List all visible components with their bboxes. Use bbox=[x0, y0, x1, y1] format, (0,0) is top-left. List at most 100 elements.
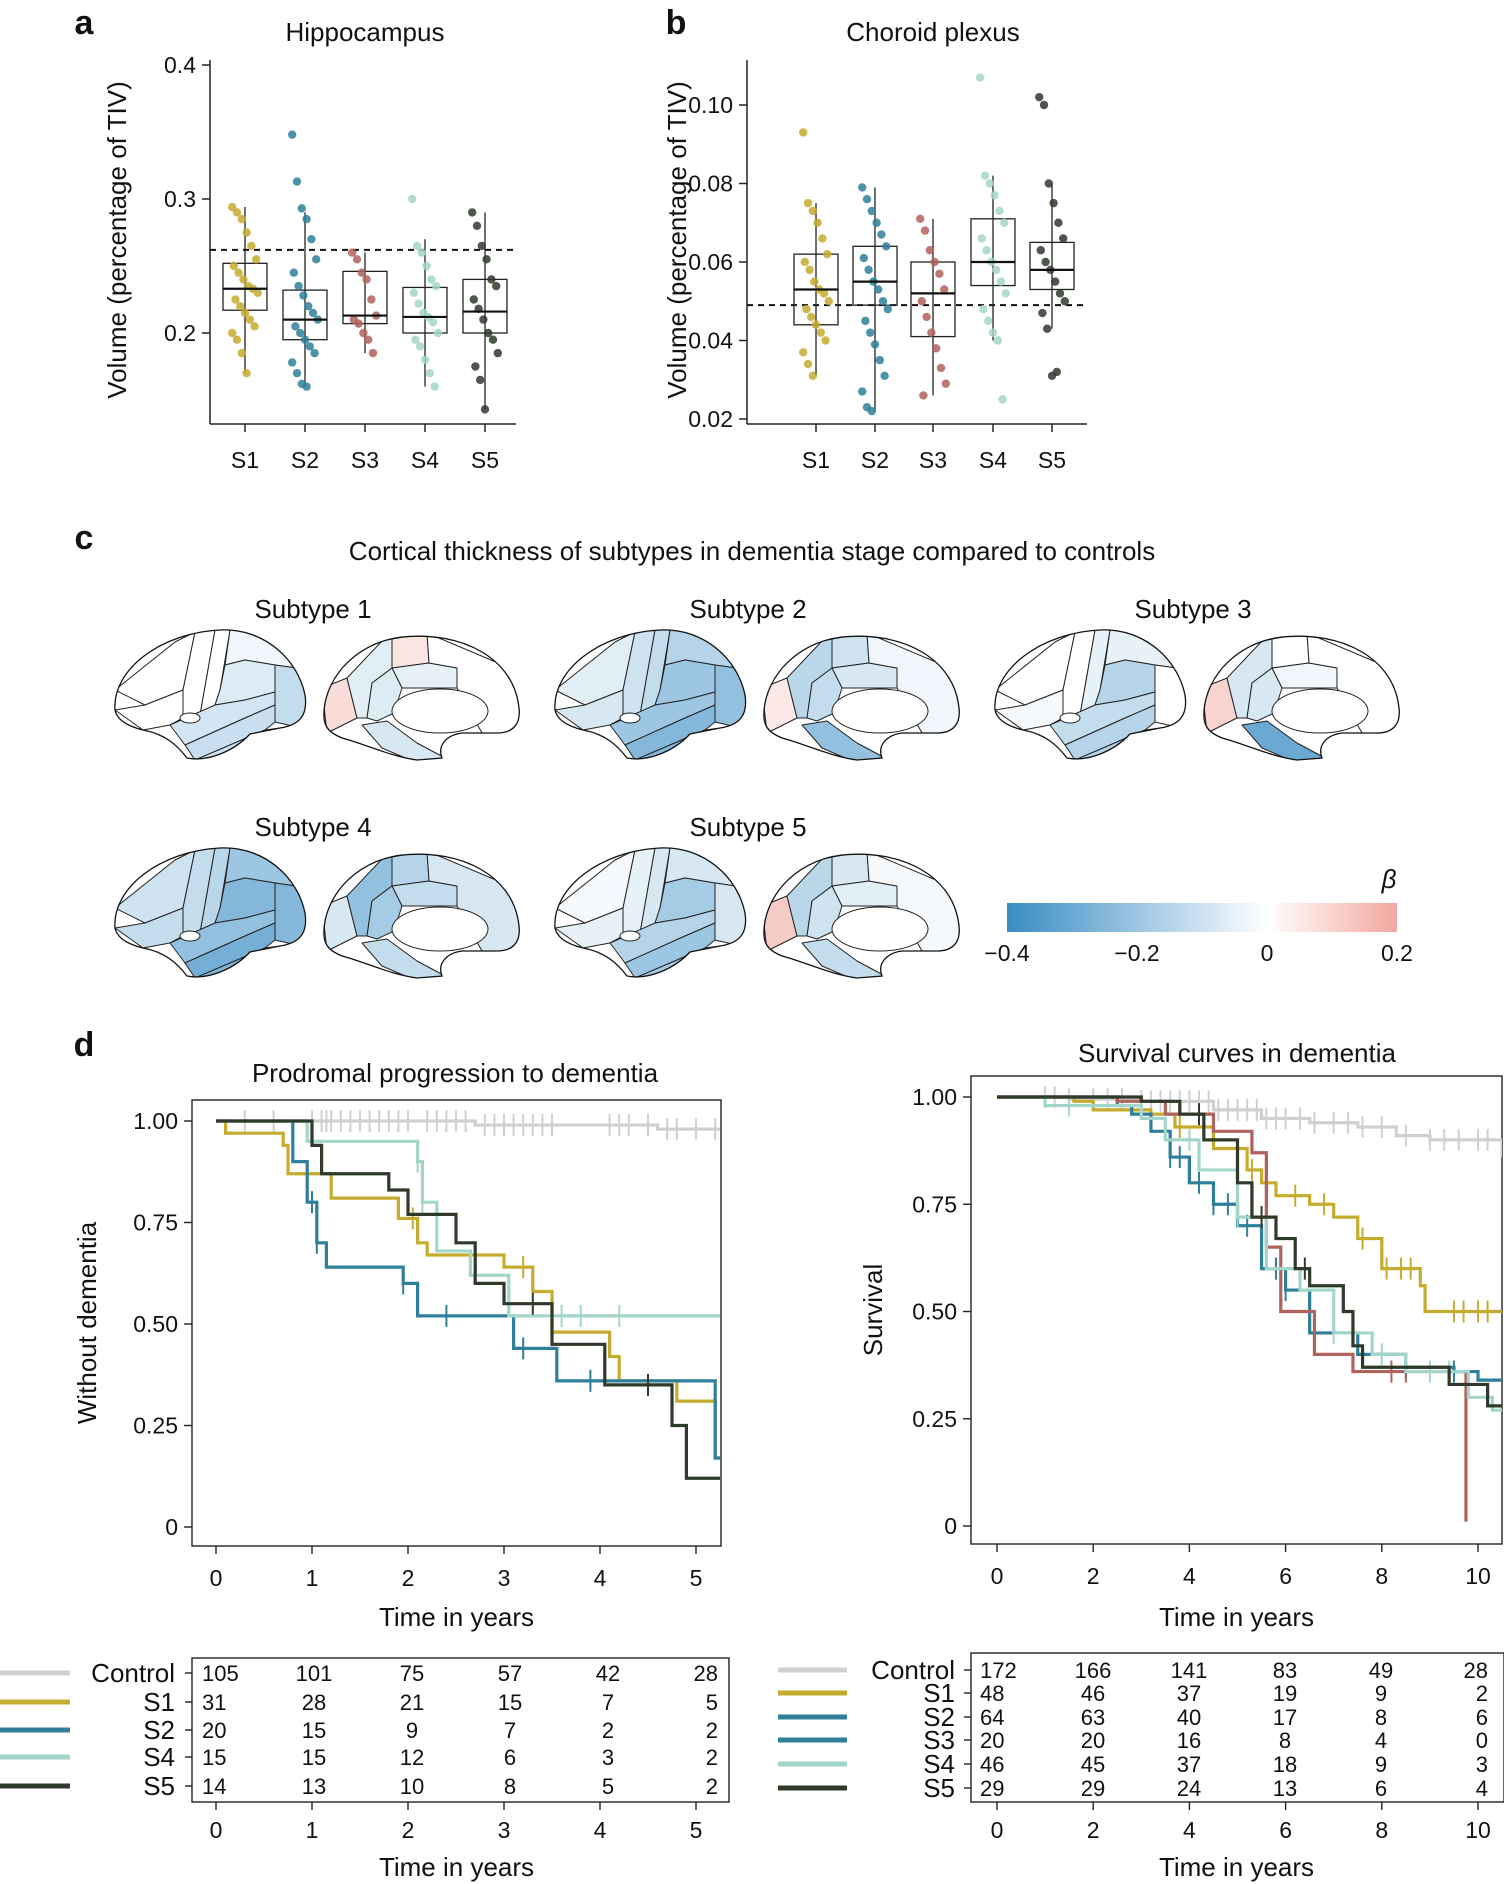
risk-x-tick-label: 4 bbox=[1183, 1817, 1196, 1843]
risk-count: 166 bbox=[1075, 1658, 1112, 1683]
data-point bbox=[993, 336, 1002, 345]
risk-count: 105 bbox=[202, 1661, 239, 1686]
survival-curve-s1 bbox=[997, 1095, 1502, 1314]
data-point bbox=[927, 328, 936, 337]
data-point bbox=[977, 234, 986, 243]
risk-count: 9 bbox=[406, 1718, 418, 1743]
data-point bbox=[800, 257, 809, 267]
data-point bbox=[872, 218, 881, 227]
data-point bbox=[231, 295, 240, 304]
risk-count: 18 bbox=[1273, 1752, 1297, 1777]
data-point bbox=[252, 255, 261, 264]
data-point bbox=[877, 230, 886, 239]
risk-count: 5 bbox=[602, 1774, 614, 1799]
data-point bbox=[1043, 324, 1052, 333]
data-point bbox=[940, 285, 949, 294]
brain-outline bbox=[114, 629, 307, 760]
risk-x-tick-label: 0 bbox=[210, 1817, 223, 1843]
data-point bbox=[996, 277, 1006, 286]
y-tick-label: 0.50 bbox=[133, 1311, 178, 1337]
data-point bbox=[472, 221, 482, 230]
data-point bbox=[861, 316, 870, 326]
risk-count: 29 bbox=[1081, 1776, 1105, 1801]
data-point bbox=[982, 246, 991, 255]
data-point bbox=[432, 281, 441, 291]
brain-regions bbox=[763, 636, 960, 760]
chart-title: Hippocampus bbox=[286, 17, 445, 47]
risk-count: 6 bbox=[1476, 1705, 1488, 1730]
data-point bbox=[240, 308, 250, 318]
risk-x-tick-label: 8 bbox=[1375, 1817, 1388, 1843]
data-point bbox=[984, 316, 993, 326]
brain-lateral-view bbox=[554, 629, 747, 760]
risk-count: 8 bbox=[504, 1774, 516, 1799]
y-tick-label: 0.4 bbox=[164, 52, 196, 78]
y-tick-label: 0.2 bbox=[164, 320, 196, 346]
x-tick-label: S2 bbox=[861, 447, 889, 473]
brain-regions bbox=[114, 629, 306, 759]
data-point bbox=[357, 268, 366, 277]
brain-outline bbox=[994, 629, 1187, 760]
risk-x-axis-label: Time in years bbox=[1159, 1852, 1314, 1882]
y-tick-label: 0.06 bbox=[688, 249, 733, 275]
x-tick-label: S2 bbox=[291, 447, 319, 473]
subtype-title: Subtype 3 bbox=[1134, 594, 1251, 624]
data-point bbox=[482, 255, 491, 264]
data-point bbox=[808, 206, 817, 216]
box bbox=[1029, 241, 1075, 291]
data-point bbox=[922, 312, 931, 322]
data-point bbox=[307, 235, 316, 244]
x-tick-label: 4 bbox=[1183, 1563, 1196, 1589]
data-point bbox=[368, 348, 378, 358]
callosal-hole bbox=[831, 906, 929, 952]
data-point bbox=[930, 257, 939, 267]
legend-label: S2 bbox=[923, 1702, 955, 1732]
data-point bbox=[488, 335, 498, 344]
data-point bbox=[941, 379, 950, 388]
panel-letter-c: c bbox=[75, 519, 94, 557]
risk-count: 37 bbox=[1177, 1752, 1201, 1777]
brain-outline bbox=[763, 853, 960, 979]
data-point bbox=[882, 242, 891, 251]
data-point bbox=[799, 128, 808, 137]
risk-count: 16 bbox=[1177, 1728, 1201, 1753]
data-point bbox=[492, 281, 501, 291]
legend-label: Control bbox=[91, 1658, 175, 1688]
data-point bbox=[932, 344, 941, 353]
risk-count: 5 bbox=[706, 1690, 718, 1715]
risk-count: 64 bbox=[980, 1705, 1004, 1730]
data-point bbox=[1052, 367, 1062, 377]
data-point bbox=[807, 312, 816, 322]
data-point bbox=[425, 369, 434, 378]
data-point bbox=[228, 202, 237, 212]
insula-hole bbox=[619, 712, 641, 724]
data-point bbox=[976, 73, 985, 82]
survival-curve-s2 bbox=[216, 1119, 720, 1460]
data-point bbox=[354, 319, 363, 328]
y-tick-label: 1.00 bbox=[912, 1084, 957, 1110]
data-point bbox=[480, 405, 490, 414]
risk-x-tick-label: 1 bbox=[306, 1817, 319, 1843]
risk-count: 101 bbox=[296, 1661, 333, 1686]
x-tick-label: 4 bbox=[594, 1565, 607, 1591]
x-axis-label: Time in years bbox=[379, 1602, 534, 1632]
risk-count: 48 bbox=[980, 1681, 1004, 1706]
data-point bbox=[408, 194, 417, 204]
risk-count: 75 bbox=[400, 1661, 424, 1686]
y-tick-label: 0.50 bbox=[912, 1299, 957, 1325]
data-point bbox=[1041, 257, 1050, 267]
insula-hole bbox=[1059, 712, 1081, 724]
x-tick-label: 10 bbox=[1465, 1563, 1491, 1589]
data-point bbox=[858, 387, 867, 396]
risk-x-tick-label: 3 bbox=[498, 1817, 511, 1843]
x-tick-label: 8 bbox=[1375, 1563, 1388, 1589]
data-point bbox=[883, 304, 892, 314]
data-point bbox=[1059, 234, 1068, 243]
colorbar-tick-label: 0.2 bbox=[1381, 940, 1413, 966]
data-point bbox=[422, 261, 431, 271]
data-point bbox=[416, 342, 425, 351]
data-point bbox=[367, 295, 376, 304]
x-tick-label: S3 bbox=[919, 447, 947, 473]
insula-hole bbox=[179, 930, 201, 942]
data-point bbox=[917, 297, 926, 306]
